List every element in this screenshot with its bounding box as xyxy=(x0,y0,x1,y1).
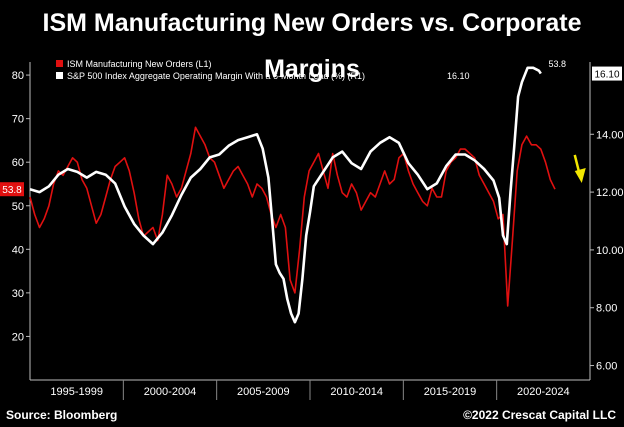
right-tick-label: 8.00 xyxy=(596,303,617,315)
margin-last-value-box xyxy=(592,66,622,81)
x-category-label: 2015-2019 xyxy=(424,386,477,398)
left-tick-label: 40 xyxy=(12,244,24,256)
legend-swatch xyxy=(56,60,63,67)
ism-new-orders-line xyxy=(29,126,556,307)
left-tick-label: 20 xyxy=(12,331,24,343)
chart-svg: 20 30 40 50 60 70 80 6.00 8.00 10.00 12.00 14.00 199… xyxy=(0,36,624,400)
left-tick-label: 30 xyxy=(12,288,24,300)
legend-entry-value: 53.8 xyxy=(548,59,566,69)
x-category-label: 2000-2004 xyxy=(144,386,197,398)
x-category-label: 2005-2009 xyxy=(237,386,290,398)
left-tick-label: 70 xyxy=(12,114,24,126)
sp500-margin-line xyxy=(29,66,542,324)
legend-entry-name: ISM Manufacturing New Orders (L1) xyxy=(67,59,212,69)
chart-title: ISM Manufacturing New Orders vs. Corpora… xyxy=(42,9,582,83)
series-layer xyxy=(29,66,556,324)
labels-layer: 53.8 16.10 ISM Manufacturing New Orders (L… xyxy=(0,36,622,197)
left-tick-label: 60 xyxy=(12,157,24,169)
margin-last-value-label: 16.10 xyxy=(594,70,619,81)
copyright-label: ©2022 Crescat Capital LLC xyxy=(463,408,616,422)
right-tick-label: 12.00 xyxy=(596,187,624,199)
right-tick-label: 6.00 xyxy=(596,361,617,373)
legend-entry-name: S&P 500 Index Aggregate Operating Margin… xyxy=(67,71,365,81)
legend-swatch xyxy=(56,72,63,79)
left-tick-label: 50 xyxy=(12,201,24,213)
ism-last-value-box xyxy=(0,182,24,197)
chart-area: 20 30 40 50 60 70 80 6.00 8.00 10.00 12.00 14.00 199… xyxy=(0,36,624,408)
question-mark-annotation: ? xyxy=(537,52,548,56)
left-tick-label: 80 xyxy=(12,70,24,82)
down-arrow-head xyxy=(574,167,586,183)
right-tick-label: 10.00 xyxy=(596,245,624,257)
x-category-label: 2020-2024 xyxy=(517,386,570,398)
source-label: Source: Bloomberg xyxy=(6,408,118,422)
axes-layer: 20 30 40 50 60 70 80 6.00 8.00 10.00 12.00 14.00 199… xyxy=(12,62,624,400)
x-category-label: 1995-1999 xyxy=(50,386,103,398)
legend-entry-value: 16.10 xyxy=(447,71,470,81)
ism-last-value-label: 53.8 xyxy=(2,185,22,196)
right-tick-label: 14.00 xyxy=(596,129,624,141)
x-category-label: 2010-2014 xyxy=(330,386,383,398)
